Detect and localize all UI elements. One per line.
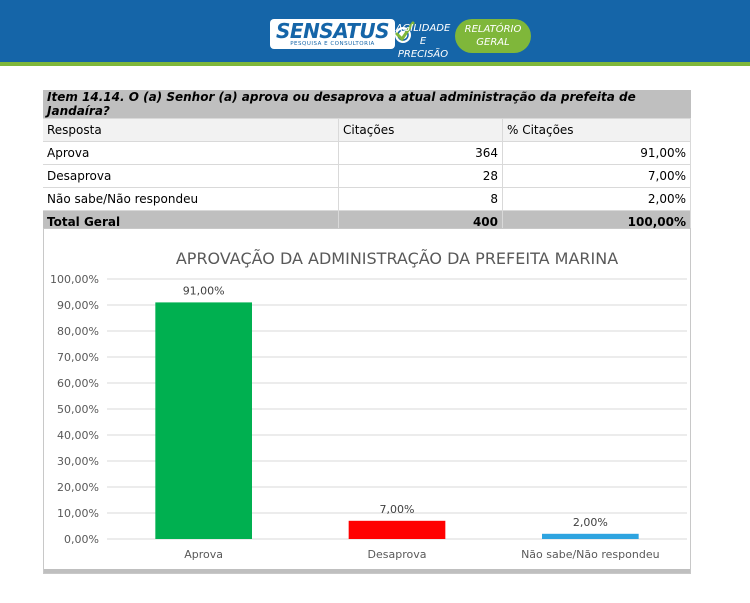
approval-bar-chart: APROVAÇÃO DA ADMINISTRAÇÃO DA PREFEITA M… (50, 249, 687, 561)
row-count: 28 (338, 164, 503, 188)
y-tick-label: 0,00% (64, 533, 99, 546)
results-table: Item 14.14. O (a) Senhor (a) aprova ou d… (43, 90, 691, 234)
chart-bottom-bar (44, 569, 690, 573)
y-tick-label: 60,00% (57, 377, 99, 390)
tagline-line-1: AGILIDADE E (395, 23, 451, 47)
y-tick-label: 80,00% (57, 325, 99, 338)
row-percent: 7,00% (502, 164, 691, 188)
table-row: Não sabe/Não respondeu 8 2,00% (43, 187, 691, 211)
x-tick-label: Não sabe/Não respondeu (521, 548, 660, 561)
data-label: 7,00% (380, 503, 415, 516)
header-citacoes: Citações (338, 118, 503, 142)
tagline: AGILIDADE E PRECISÃO (393, 22, 453, 61)
chart-title: APROVAÇÃO DA ADMINISTRAÇÃO DA PREFEITA M… (176, 249, 618, 268)
row-count: 8 (338, 187, 503, 211)
row-count: 364 (338, 141, 503, 165)
y-tick-label: 40,00% (57, 429, 99, 442)
table-title: Item 14.14. O (a) Senhor (a) aprova ou d… (43, 90, 691, 119)
logo-box: SENSATUS PESQUISA E CONSULTORIA (270, 19, 396, 49)
chart-container: APROVAÇÃO DA ADMINISTRAÇÃO DA PREFEITA M… (43, 228, 691, 574)
row-percent: 91,00% (502, 141, 691, 165)
table-header-row: Resposta Citações % Citações (43, 118, 691, 142)
data-label: 91,00% (183, 284, 225, 297)
y-tick-label: 30,00% (57, 455, 99, 468)
report-badge: RELATÓRIO GERAL (455, 19, 531, 53)
table-row: Desaprova 28 7,00% (43, 164, 691, 188)
y-tick-label: 20,00% (57, 481, 99, 494)
row-percent: 2,00% (502, 187, 691, 211)
y-tick-label: 10,00% (57, 507, 99, 520)
y-tick-label: 90,00% (57, 299, 99, 312)
header-resposta: Resposta (43, 118, 339, 142)
row-label: Não sabe/Não respondeu (43, 187, 339, 211)
header-stripe (0, 62, 750, 66)
row-label: Aprova (43, 141, 339, 165)
data-label: 2,00% (573, 516, 608, 529)
tagline-line-2: PRECISÃO (397, 49, 449, 60)
logo-subtext: PESQUISA E CONSULTORIA (290, 41, 375, 47)
bar-3 (542, 533, 639, 539)
row-label: Desaprova (43, 164, 339, 188)
badge-line-1: RELATÓRIO (464, 24, 522, 35)
header-percent: % Citações (502, 118, 691, 142)
table-title-row: Item 14.14. O (a) Senhor (a) aprova ou d… (43, 90, 691, 119)
table-row: Aprova 364 91,00% (43, 141, 691, 165)
y-tick-label: 50,00% (57, 403, 99, 416)
x-tick-label: Aprova (184, 548, 223, 561)
badge-line-2: GERAL (476, 37, 510, 48)
sensatus-logo: SENSATUS PESQUISA E CONSULTORIA (270, 15, 415, 53)
y-tick-label: 70,00% (57, 351, 99, 364)
x-tick-label: Desaprova (368, 548, 427, 561)
logo-text: SENSATUS (276, 19, 390, 43)
bar-1 (155, 302, 252, 539)
y-tick-label: 100,00% (50, 273, 99, 286)
bar-2 (348, 520, 446, 539)
